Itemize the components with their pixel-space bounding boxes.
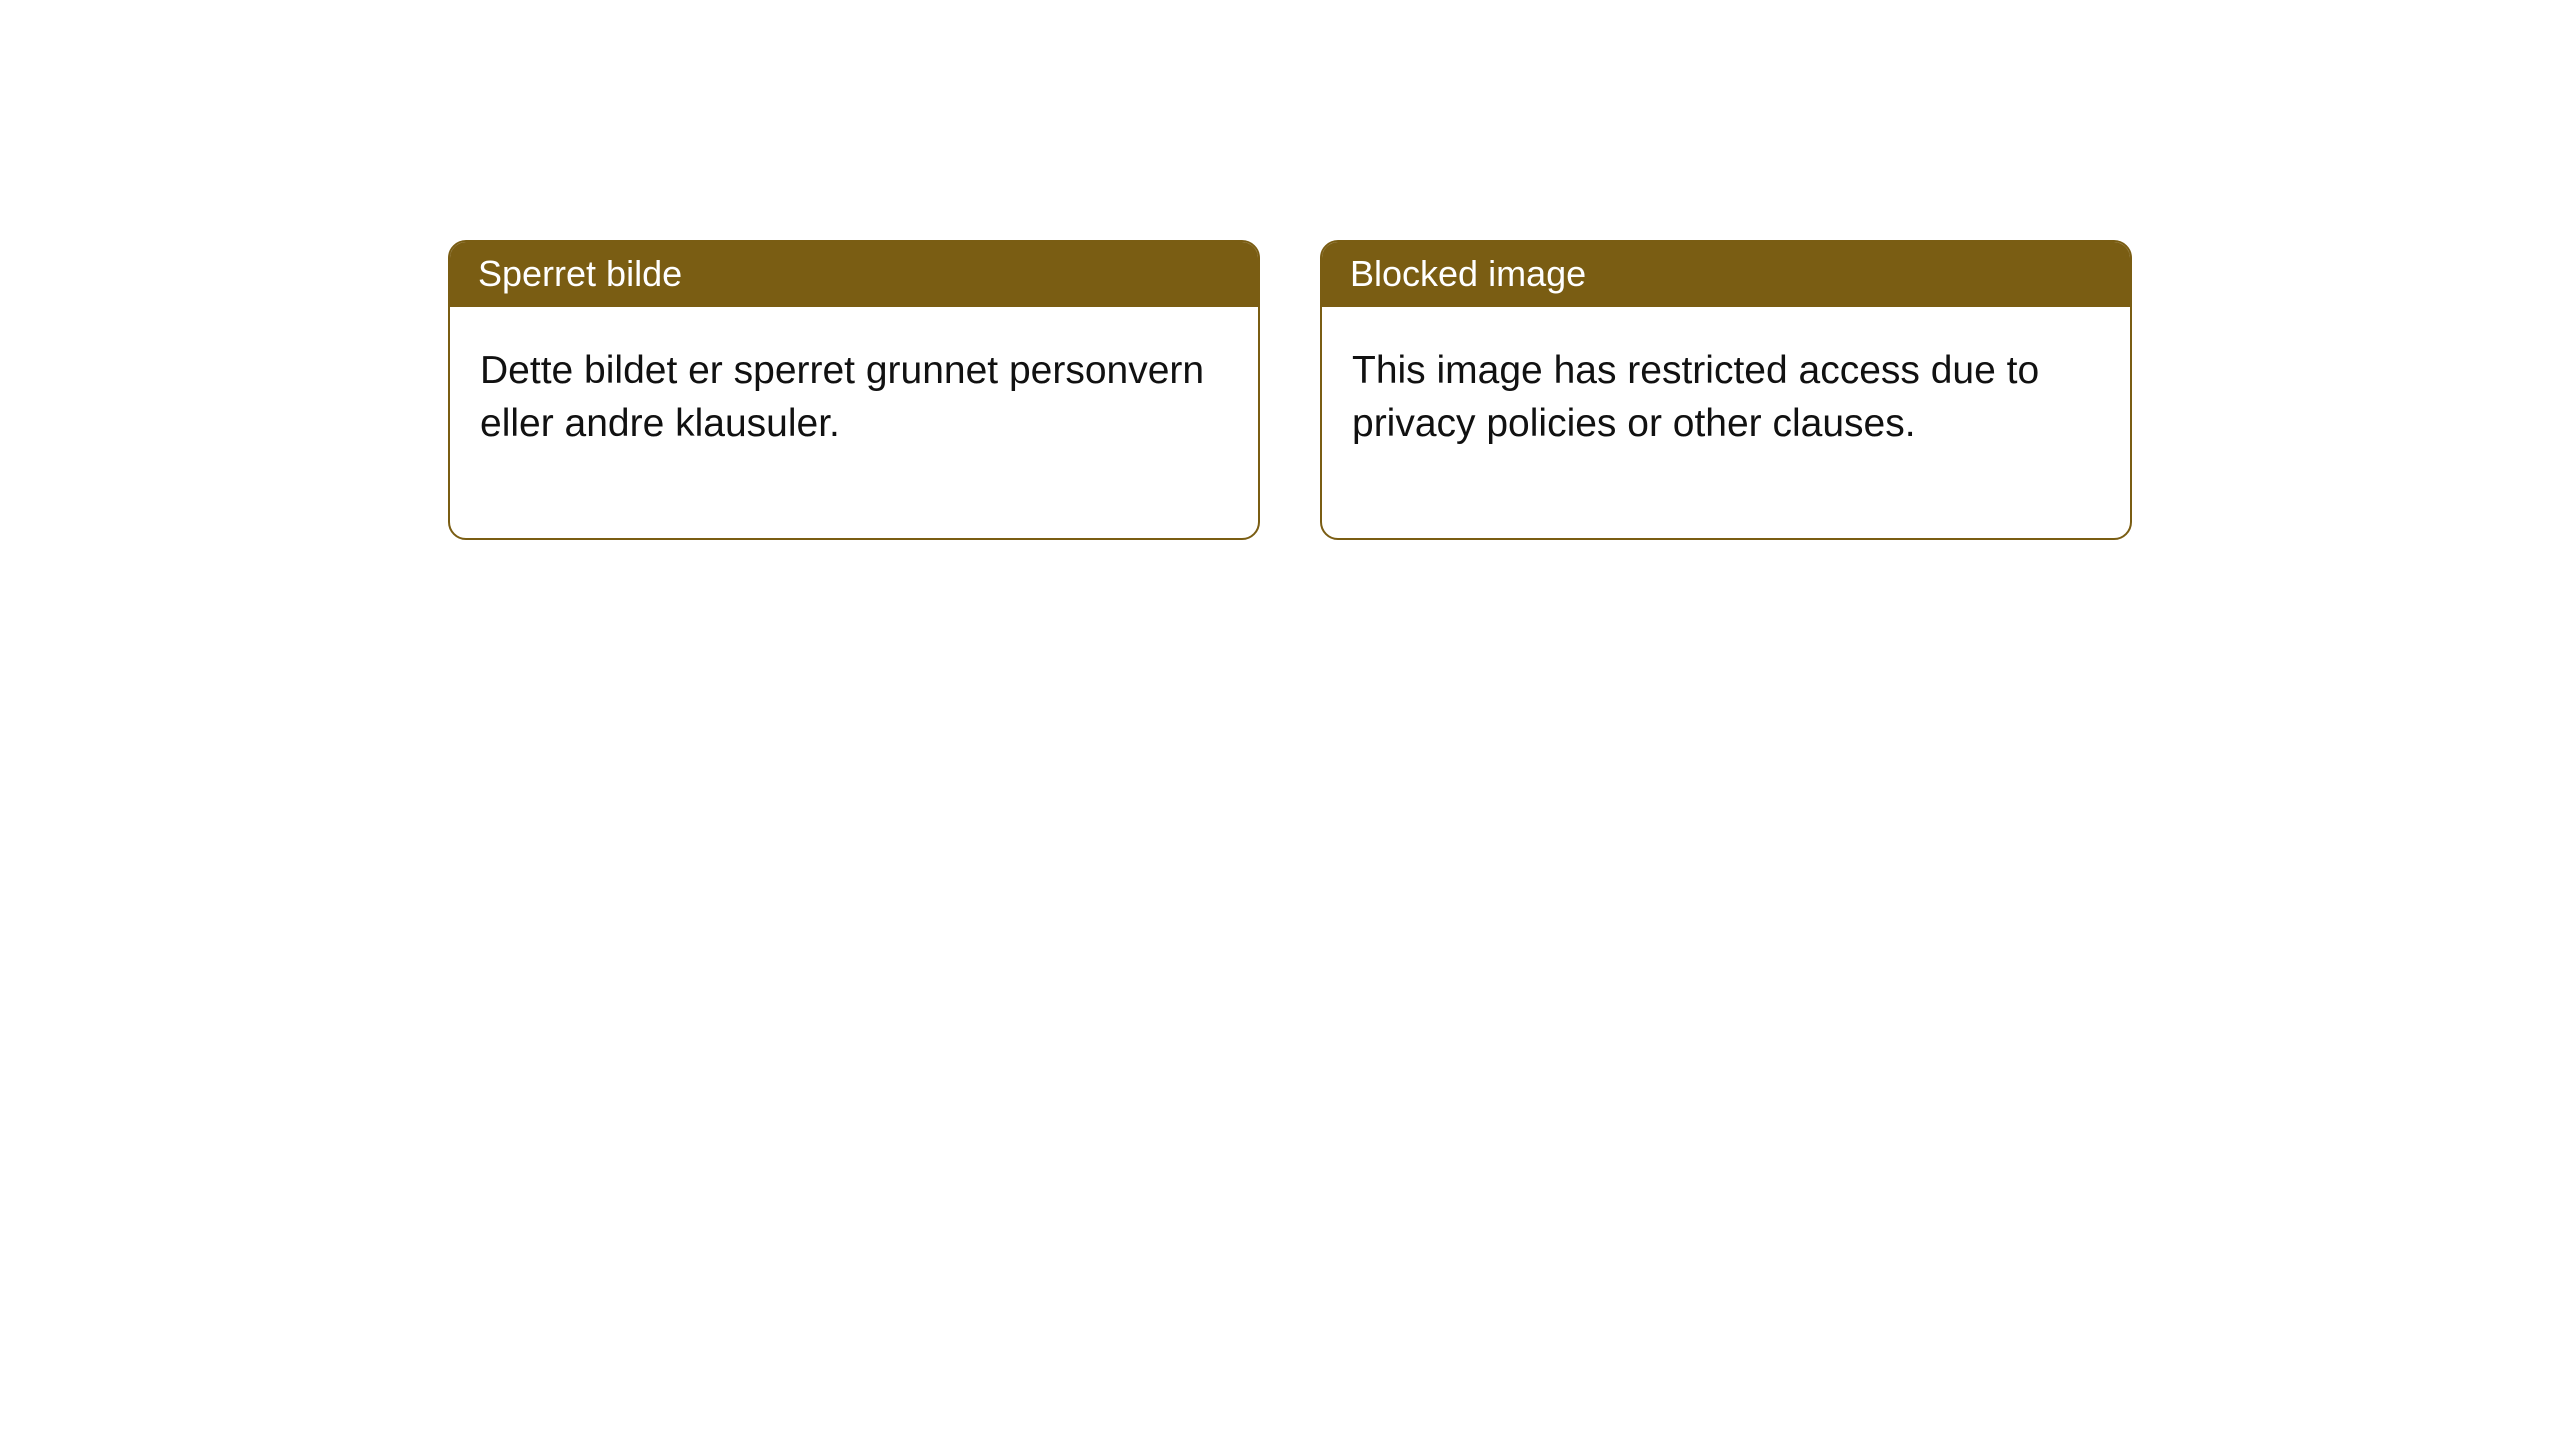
card-header-no: Sperret bilde xyxy=(450,242,1258,307)
blocked-image-card-en: Blocked image This image has restricted … xyxy=(1320,240,2132,540)
card-header-en: Blocked image xyxy=(1322,242,2130,307)
blocked-image-card-no: Sperret bilde Dette bildet er sperret gr… xyxy=(448,240,1260,540)
card-body-en: This image has restricted access due to … xyxy=(1322,307,2130,538)
card-body-no: Dette bildet er sperret grunnet personve… xyxy=(450,307,1258,538)
notice-container: Sperret bilde Dette bildet er sperret gr… xyxy=(0,0,2560,540)
